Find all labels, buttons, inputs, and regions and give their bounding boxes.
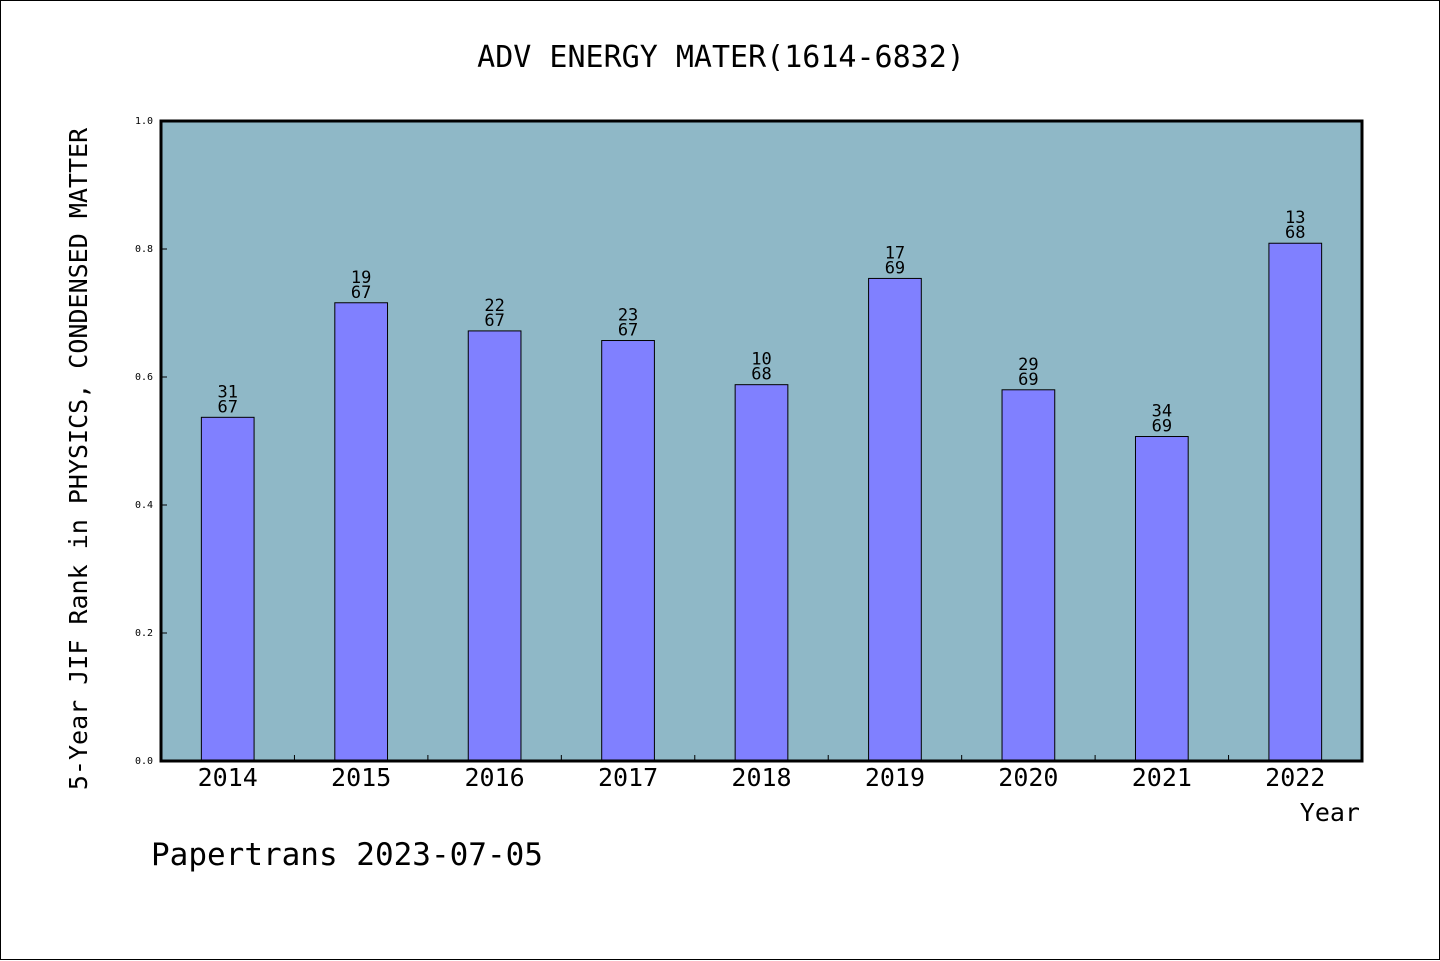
- bar-label-rank: 17: [885, 243, 905, 263]
- bar-label-rank: 31: [217, 382, 237, 402]
- x-tick-label: 2017: [598, 763, 658, 792]
- y-tick-label: 0.8: [135, 244, 153, 255]
- x-tick-label: 2019: [865, 763, 925, 792]
- y-tick-label: 0.4: [135, 500, 153, 511]
- x-axis-label: Year: [1300, 798, 1360, 827]
- bar-label-rank: 34: [1152, 402, 1172, 422]
- bar-2021: [1134, 436, 1189, 762]
- bar-label-rank: 19: [351, 268, 371, 288]
- bar-2020: [1001, 389, 1056, 762]
- x-tick-label: 2021: [1132, 763, 1192, 792]
- bar-label-rank: 22: [484, 296, 504, 316]
- x-tick-label: 2020: [998, 763, 1058, 792]
- y-tick-label: 0.0: [135, 756, 153, 767]
- x-tick-label: 2018: [731, 763, 791, 792]
- bar-2014: [200, 416, 255, 762]
- bar-label-total: 67: [484, 311, 504, 331]
- x-tick-label: 2022: [1265, 763, 1325, 792]
- bar-2018: [734, 384, 789, 762]
- y-tick-label: 0.6: [135, 372, 153, 383]
- y-axis-label: 5-Year JIF Rank in PHYSICS, CONDENSED MA…: [64, 127, 93, 790]
- bar-2017: [601, 340, 655, 762]
- bar-2016: [467, 330, 522, 762]
- x-tick-label: 2014: [198, 763, 258, 792]
- plot-border: [159, 119, 1364, 763]
- bar-label-total: 68: [1285, 223, 1305, 243]
- x-tick-label: 2016: [465, 763, 525, 792]
- bar-2022: [1268, 242, 1323, 762]
- chart-title: ADV ENERGY MATER(1614-6832): [477, 40, 965, 75]
- x-tick-label: 2015: [331, 763, 391, 792]
- bar-label-rank: 10: [751, 350, 771, 370]
- y-tick-label: 0.2: [135, 628, 153, 639]
- bar-label-total: 67: [351, 283, 371, 303]
- x-axis: 2014 2015 2016 2017 2018 2019 2020 2021 2022: [198, 755, 1325, 792]
- bars-group: [200, 242, 1323, 762]
- bar-label-rank: 29: [1018, 355, 1038, 375]
- bar-2015: [334, 302, 389, 762]
- bar-label-total: 68: [751, 365, 771, 385]
- bar-label-total: 69: [1152, 417, 1172, 437]
- y-tick-label: 1.0: [135, 116, 153, 127]
- bar-label-rank: 13: [1285, 208, 1305, 228]
- footer-source-date: Papertrans 2023-07-05: [151, 837, 543, 873]
- bar-label-total: 67: [618, 321, 638, 341]
- bar-2019: [868, 277, 922, 762]
- bar-label-total: 69: [885, 258, 905, 278]
- bar-label-rank: 23: [618, 306, 638, 326]
- bar-label-total: 67: [217, 397, 237, 417]
- bar-label-total: 69: [1018, 370, 1038, 390]
